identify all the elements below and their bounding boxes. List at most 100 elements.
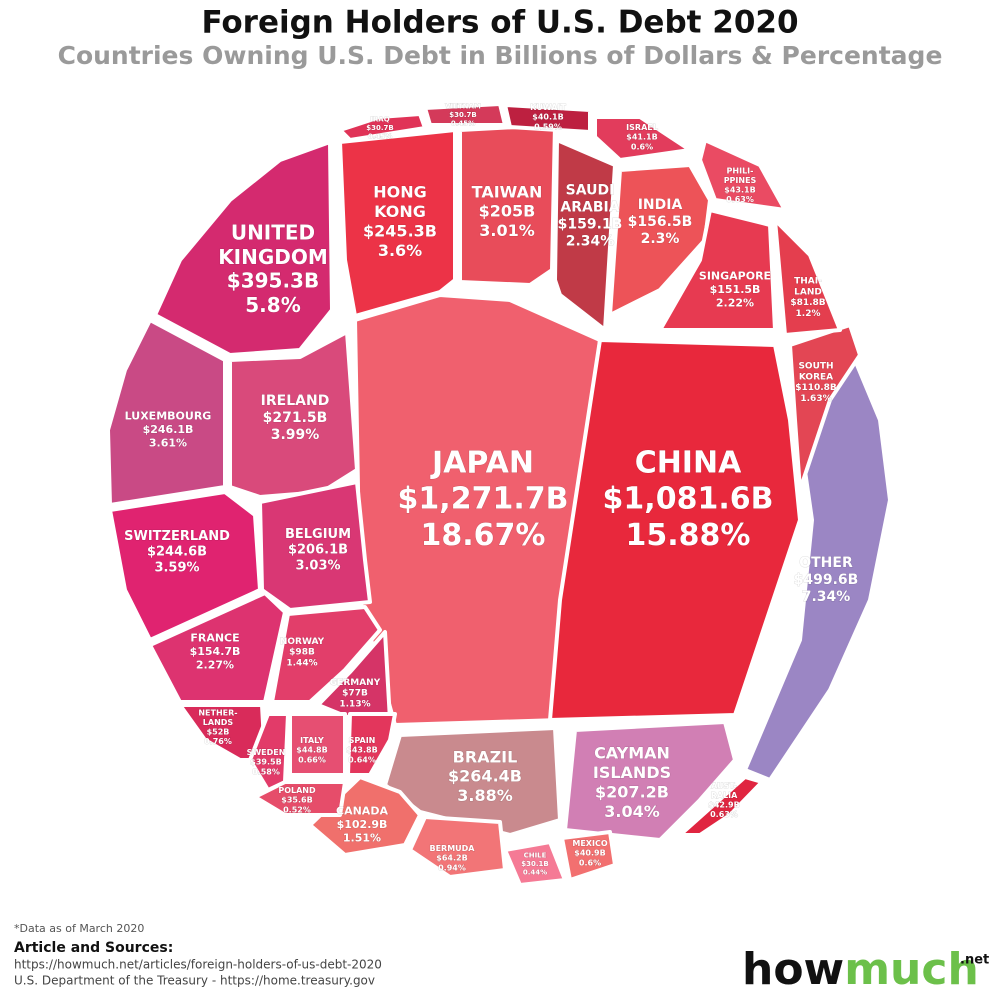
share-label: 3.01% <box>479 221 535 240</box>
share-label: 0.66% <box>298 755 326 764</box>
cell <box>423 102 507 127</box>
cell <box>346 712 397 777</box>
category-label: BRAZIL <box>453 747 518 766</box>
share-label: 18.67% <box>421 518 546 553</box>
category-label: PHILI-PPINES <box>724 166 757 185</box>
share-label: 3.6% <box>378 241 422 260</box>
share-label: 1.63% <box>800 394 831 404</box>
share-label: 3.04% <box>604 802 660 821</box>
logo-part: how <box>742 944 844 995</box>
value-label: $395.3B <box>227 269 319 293</box>
cell <box>658 208 777 332</box>
category-label: CHINA <box>635 445 742 480</box>
share-label: 0.45% <box>451 120 475 128</box>
category-label: POLAND <box>278 786 316 795</box>
value-label: $44.8B <box>296 746 327 755</box>
category-label: BERMUDA <box>429 844 475 853</box>
cell <box>270 605 382 704</box>
value-label: $35.6B <box>281 796 312 805</box>
source-link[interactable]: https://howmuch.net/articles/foreign-hol… <box>14 958 382 972</box>
category-label: SWEDEN <box>247 748 286 757</box>
value-label: $156.5B <box>628 214 693 230</box>
value-label: $102.9B <box>337 818 388 831</box>
value-label: $246.1B <box>143 423 194 436</box>
value-label: $40.1B <box>532 113 563 122</box>
cell <box>228 330 359 499</box>
share-label: 2.34% <box>566 234 615 250</box>
cell <box>258 480 372 612</box>
category-label: NETHER-LANDS <box>198 708 237 727</box>
share-label: 1.2% <box>796 309 821 319</box>
share-label: 0.63% <box>726 195 754 204</box>
category-label: KUWAIT <box>530 103 566 112</box>
value-label: $41.1B <box>626 133 657 142</box>
share-label: 0.44% <box>523 869 547 877</box>
footnote: *Data as of March 2020 <box>14 922 144 935</box>
category-label: OTHER <box>799 555 853 571</box>
cells <box>106 102 892 887</box>
share-label: 3.61% <box>149 436 187 449</box>
share-label: 3.59% <box>154 560 199 575</box>
chart-subtitle: Countries Owning U.S. Debt in Billions o… <box>58 41 943 70</box>
category-label: AUST-RALIA <box>711 781 738 800</box>
share-label: 0.76% <box>204 737 232 746</box>
category-label: SAUDI ARABIA <box>560 182 619 215</box>
share-label: 1.51% <box>343 831 381 844</box>
cell <box>560 830 617 882</box>
logo-suffix: .net <box>960 953 989 968</box>
category-label: TAIWAN <box>472 182 543 201</box>
value-label: $271.5B <box>263 410 328 426</box>
category-label: JAPAN <box>430 445 534 480</box>
cell <box>148 591 287 704</box>
value-label: $40.9B <box>574 849 605 858</box>
logo-part: much <box>844 944 979 995</box>
category-label: ISRAEL <box>626 123 658 132</box>
cell <box>248 712 290 792</box>
value-label: $30.1B <box>521 860 548 868</box>
share-label: 2.3% <box>641 231 680 247</box>
value-label: $205B <box>479 202 536 221</box>
value-label: $207.2B <box>595 782 669 801</box>
cell <box>548 338 802 722</box>
category-label: UNITED KINGDOM <box>218 220 328 268</box>
category-label: HONG KONG <box>373 182 427 221</box>
category-label: LUXEMBOURG <box>125 410 212 423</box>
source-text: U.S. Department of the Treasury - https:… <box>14 974 375 988</box>
category-label: MEXICO <box>572 839 607 848</box>
cell <box>106 318 227 507</box>
category-label: IRELAND <box>261 393 330 409</box>
value-label: $52B <box>207 727 230 736</box>
cell <box>593 115 692 162</box>
value-label: $154.7B <box>190 645 241 658</box>
sources-heading: Article and Sources: <box>14 940 173 956</box>
cell <box>563 720 737 842</box>
cell <box>253 780 347 817</box>
chart-title: Foreign Holders of U.S. Debt 2020 <box>201 5 798 41</box>
share-label: 0.52% <box>283 805 311 814</box>
cell <box>503 103 592 134</box>
share-label: 0.6% <box>579 858 601 867</box>
share-label: 2.27% <box>196 658 234 671</box>
share-label: 0.94% <box>438 863 466 872</box>
category-label: CANADA <box>336 805 388 818</box>
cell <box>698 138 787 212</box>
value-label: $1,081.6B <box>603 482 774 517</box>
category-label: NORWAY <box>280 637 325 647</box>
value-label: $42.9B <box>708 800 739 809</box>
share-label: 5.8% <box>245 293 300 317</box>
value-label: $499.6B <box>794 572 859 588</box>
category-label: GERMANY <box>330 678 381 688</box>
value-label: $77B <box>342 689 368 699</box>
share-label: 0.63% <box>710 810 738 819</box>
value-label: $264.4B <box>448 767 522 786</box>
value-label: $1,271.7B <box>398 482 569 517</box>
share-label: 3.99% <box>271 427 320 443</box>
value-label: $159.1B <box>558 217 623 233</box>
share-label: 0.64% <box>348 755 376 764</box>
value-label: $151.5B <box>710 283 761 296</box>
value-label: $39.5B <box>250 758 281 767</box>
category-label: SINGAPORE <box>699 270 771 283</box>
category-label: FRANCE <box>190 632 239 645</box>
cell <box>503 840 567 887</box>
